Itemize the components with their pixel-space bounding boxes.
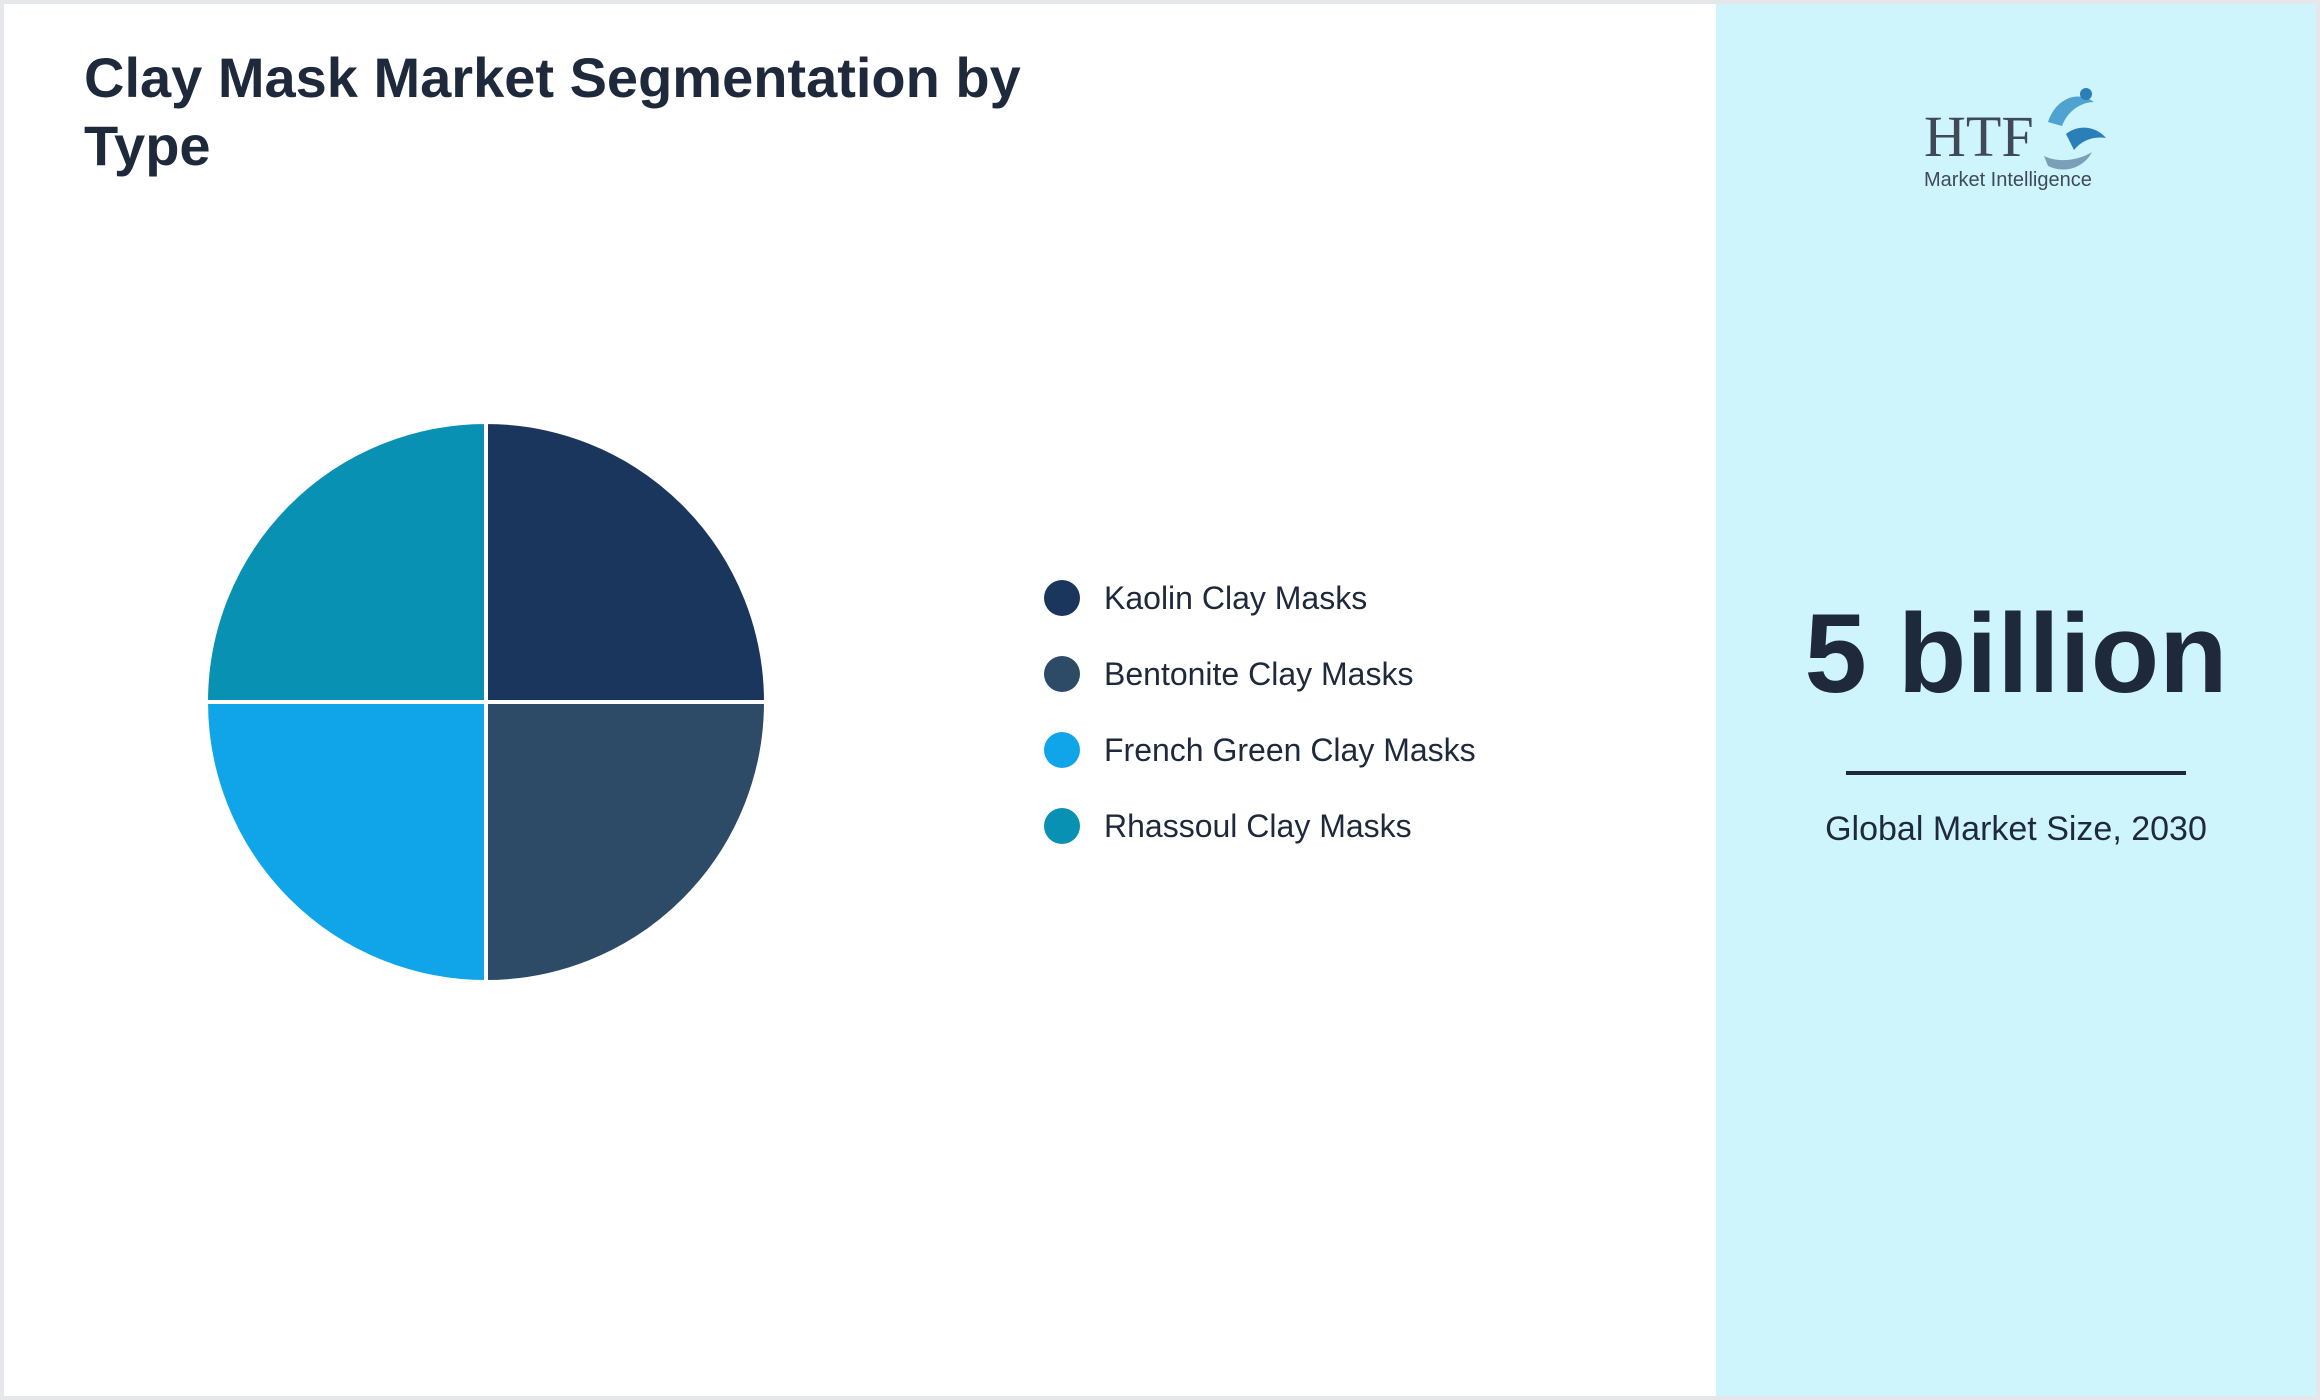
chart-title: Clay Mask Market Segmentation by Type: [84, 46, 1021, 177]
legend-label: Bentonite Clay Masks: [1104, 655, 1414, 692]
legend-item: Kaolin Clay Masks: [1044, 560, 1476, 636]
divider: [1846, 771, 2186, 775]
logo-text-main: HTF: [1924, 104, 2034, 169]
htf-logo-icon: [2044, 88, 2106, 170]
chart-panel: Clay Mask Market Segmentation by Type Ka…: [4, 4, 1716, 1396]
logo-text-sub: Market Intelligence: [1924, 169, 2092, 191]
market-size-value: 5 billion: [1804, 591, 2228, 716]
market-size-caption: Global Market Size, 2030: [1825, 810, 2207, 848]
pie-slice-rhassoul-clay-masks: [203, 419, 488, 704]
legend-swatch: [1044, 808, 1080, 844]
legend-label: Rhassoul Clay Masks: [1104, 807, 1412, 844]
pie-slice-bentonite-clay-masks: [484, 700, 769, 985]
pie-slice-french-green-clay-masks: [203, 700, 488, 985]
legend-item: Rhassoul Clay Masks: [1044, 788, 1476, 864]
legend-item: Bentonite Clay Masks: [1044, 636, 1476, 712]
legend-swatch: [1044, 656, 1080, 692]
legend-swatch: [1044, 580, 1080, 616]
legend-item: French Green Clay Masks: [1044, 712, 1476, 788]
pie-chart: [203, 419, 769, 985]
summary-panel: HTF Market Intelligence 5 billion Global…: [1716, 4, 2316, 1396]
chart-legend: Kaolin Clay Masks Bentonite Clay Masks Fre…: [1044, 560, 1476, 864]
legend-swatch: [1044, 732, 1080, 768]
legend-label: French Green Clay Masks: [1104, 731, 1476, 768]
pie-slice-kaolin-clay-masks: [484, 419, 769, 704]
htf-logo: HTF Market Intelligence: [1924, 88, 2106, 191]
legend-label: Kaolin Clay Masks: [1104, 579, 1368, 616]
